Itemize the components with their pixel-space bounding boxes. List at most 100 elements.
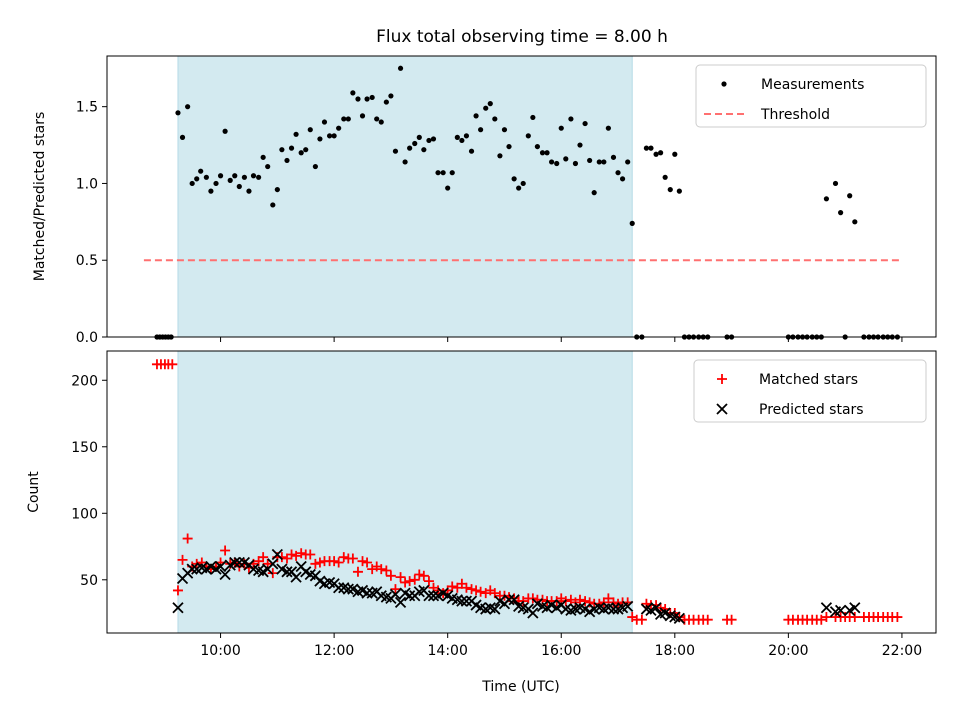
data-point (336, 125, 342, 131)
data-point (179, 134, 186, 140)
legend-label: Matched stars (759, 372, 858, 388)
data-point (478, 127, 484, 133)
data-point (185, 104, 191, 110)
x-tick-label: 18:00 (655, 643, 695, 659)
data-point (198, 168, 204, 174)
data-point (250, 173, 257, 179)
data-point (175, 110, 181, 116)
data-point (582, 120, 588, 127)
data-point (303, 147, 309, 153)
data-point (672, 151, 678, 157)
data-point (607, 603, 620, 615)
data-point (601, 159, 607, 165)
x-tick-label: 16:00 (541, 643, 581, 659)
data-point (298, 150, 304, 156)
data-point (404, 576, 415, 587)
data-point (213, 180, 219, 187)
legend-label: Predicted stars (759, 402, 864, 418)
data-point (516, 185, 522, 191)
data-point (558, 125, 564, 131)
y-axis-label: Matched/Predicted stars (32, 112, 48, 282)
legend-box (695, 64, 927, 128)
legend-label: Threshold (760, 107, 830, 123)
data-point (548, 159, 555, 165)
data-point (572, 160, 579, 167)
data-point (407, 145, 413, 151)
x-axis-label: Time (UTC) (481, 679, 559, 695)
data-point (329, 556, 340, 567)
data-point (347, 553, 358, 564)
data-point (483, 105, 489, 111)
data-point (404, 590, 416, 602)
data-point (568, 116, 574, 122)
data-point (397, 65, 404, 71)
data-point (286, 549, 297, 560)
y-tick-label: 1.0 (76, 176, 98, 192)
data-point (186, 563, 198, 575)
data-point (374, 116, 380, 122)
data-point (172, 585, 183, 596)
data-point (580, 596, 591, 607)
data-point (369, 94, 375, 101)
data-point (345, 116, 351, 122)
data-point (236, 183, 242, 190)
data-point (271, 548, 283, 561)
data-point (456, 595, 468, 607)
data-point (662, 174, 668, 180)
data-point (497, 153, 503, 159)
data-point (203, 174, 209, 180)
data-point (820, 602, 833, 614)
legend-box (693, 359, 927, 423)
data-point (823, 196, 830, 202)
data-point (172, 602, 184, 614)
data-point (702, 614, 713, 625)
data-point (219, 568, 231, 581)
data-point (673, 612, 685, 625)
data-point (284, 157, 290, 164)
data-point (849, 602, 861, 614)
legend: Matched stars Predicted stars (693, 359, 927, 423)
data-point (473, 113, 479, 119)
data-point (288, 145, 295, 151)
x-tick-label: 12:00 (314, 643, 354, 659)
legend-marker (716, 403, 728, 415)
data-point (492, 116, 498, 122)
data-point (222, 128, 228, 134)
series-predicted-stars (172, 548, 861, 625)
data-point (412, 140, 418, 147)
data-point (821, 612, 832, 623)
data-point (587, 157, 593, 164)
data-point (832, 180, 839, 187)
data-point (520, 180, 526, 187)
data-point (648, 145, 654, 151)
data-point (629, 220, 635, 226)
data-point (342, 583, 354, 595)
data-point (321, 119, 328, 125)
x-tick-label: 14:00 (428, 643, 468, 659)
data-point (650, 602, 662, 614)
data-point (849, 612, 860, 623)
data-point (418, 570, 429, 581)
y-tick-label: 100 (71, 506, 98, 522)
data-point (383, 99, 389, 105)
data-point (643, 145, 650, 151)
data-point (610, 154, 617, 160)
data-point (416, 134, 422, 140)
data-point (834, 604, 847, 617)
data-point (341, 116, 347, 122)
data-point (530, 114, 536, 121)
data-point (381, 565, 392, 576)
data-point (352, 566, 363, 577)
data-point (596, 159, 602, 165)
data-point (293, 131, 299, 137)
data-point (460, 595, 473, 607)
data-point (508, 594, 520, 606)
data-point (279, 147, 285, 153)
data-point (392, 148, 399, 154)
data-point (331, 133, 337, 139)
data-point (305, 549, 316, 560)
data-point (427, 590, 440, 602)
x-tick-label: 10:00 (200, 643, 240, 659)
data-point (501, 127, 508, 133)
axes-frame (106, 55, 937, 338)
